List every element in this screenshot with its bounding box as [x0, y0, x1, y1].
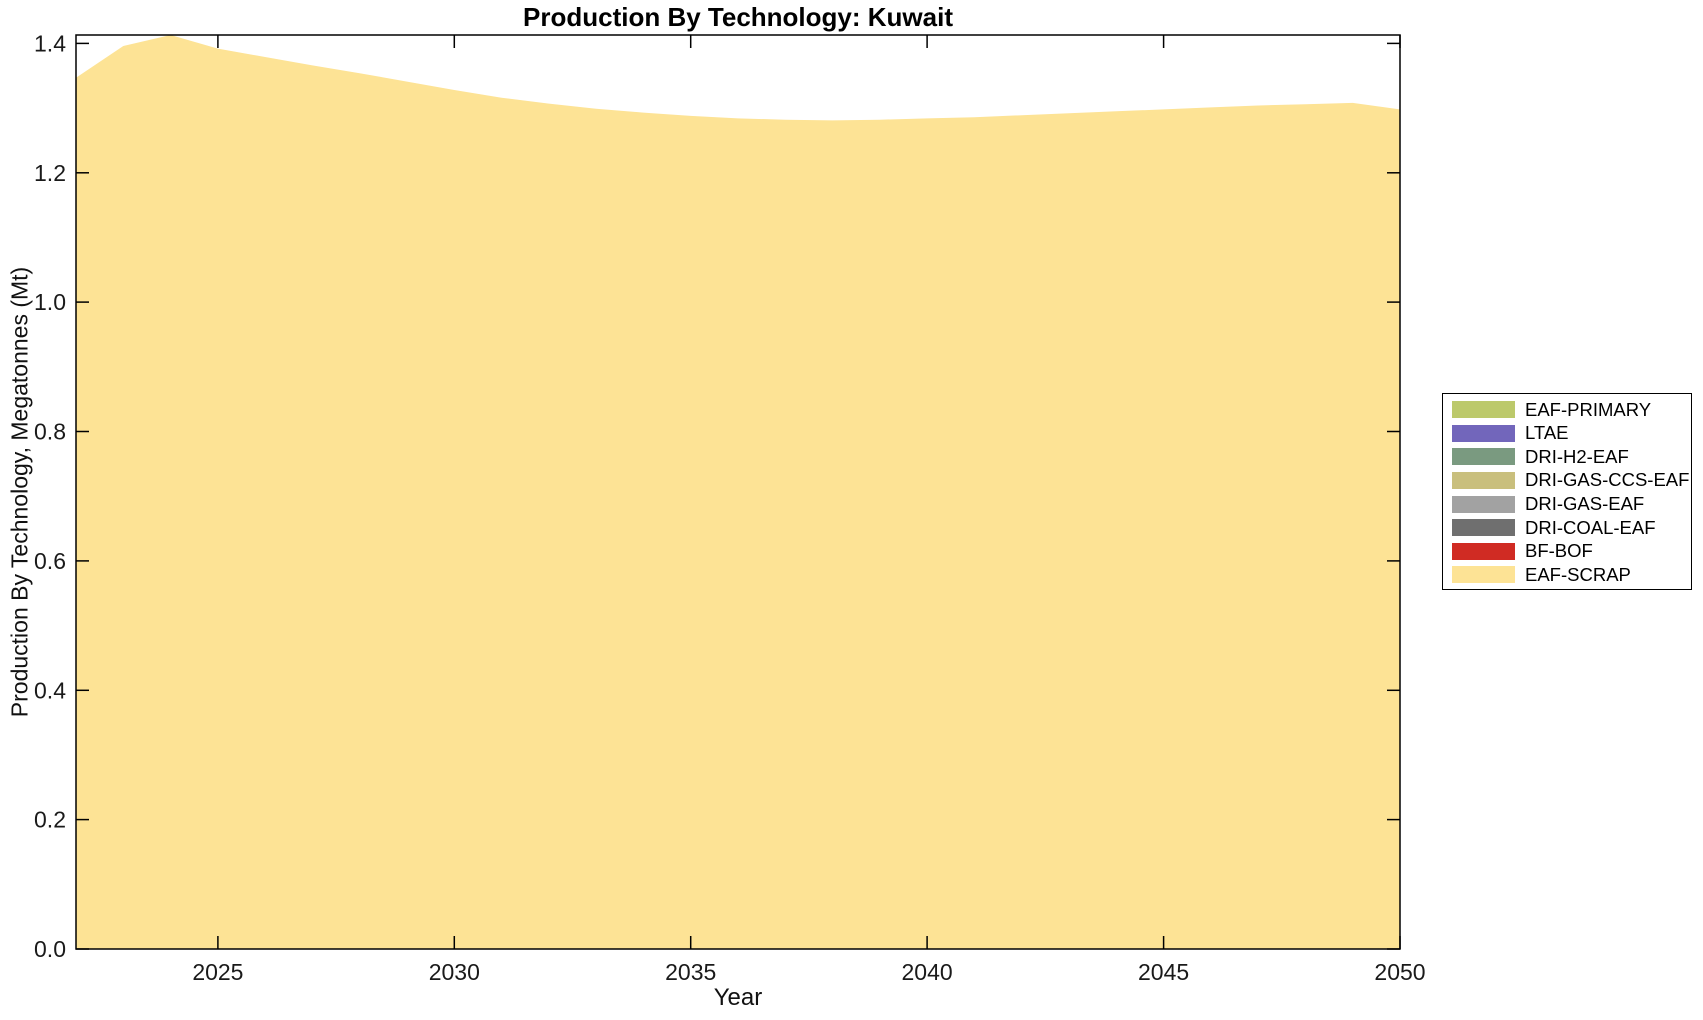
x-tick-label: 2040: [902, 959, 953, 985]
legend-label: EAF-PRIMARY: [1525, 398, 1652, 420]
legend-item-dri-coal-eaf: DRI-COAL-EAF: [1443, 516, 1691, 540]
y-tick-label: 1.4: [34, 30, 66, 56]
legend-swatch-dri-gas-eaf: [1452, 495, 1515, 513]
legend-label: DRI-GAS-CCS-EAF: [1525, 469, 1690, 491]
legend-item-dri-gas-eaf: DRI-GAS-EAF: [1443, 492, 1691, 516]
legend: EAF-PRIMARY LTAE DRI-H2-EAF DRI-GAS-CCS-EAF…: [1442, 393, 1692, 590]
legend-swatch-dri-gas-ccs-eaf: [1452, 472, 1515, 490]
legend-label: LTAE: [1525, 422, 1569, 444]
legend-swatch-dri-h2-eaf: [1452, 448, 1515, 466]
legend-swatch-eaf-primary: [1452, 401, 1515, 419]
axis-box: [75, 34, 1401, 950]
y-axis-label: Production By Technology, Megatonnes (Mt…: [6, 266, 33, 718]
x-axis-label: Year: [713, 984, 763, 1011]
x-tick-label: 2030: [429, 959, 480, 985]
y-tick-label: 0.8: [34, 419, 66, 445]
legend-item-bf-bof: BF-BOF: [1443, 540, 1691, 564]
legend-label: DRI-GAS-EAF: [1525, 492, 1645, 514]
legend-label: BF-BOF: [1525, 540, 1593, 562]
x-tick-label: 2045: [1138, 959, 1189, 985]
chart-title: Production By Technology: Kuwait: [523, 2, 953, 32]
y-tick-label: 0.6: [34, 548, 66, 574]
legend-item-ltae: LTAE: [1443, 422, 1691, 446]
x-tick-label: 2025: [192, 959, 243, 985]
legend-swatch-eaf-scrap: [1452, 566, 1515, 584]
x-tick-label: 2035: [665, 959, 716, 985]
legend-swatch-bf-bof: [1452, 542, 1515, 560]
legend-swatch-dri-coal-eaf: [1452, 519, 1515, 537]
y-tick-label: 0.2: [34, 807, 66, 833]
legend-item-eaf-primary: EAF-PRIMARY: [1443, 398, 1691, 422]
y-tick-label: 1.2: [34, 160, 66, 186]
x-tick-label: 2050: [1374, 959, 1425, 985]
legend-label: DRI-H2-EAF: [1525, 445, 1629, 467]
y-tick-label: 0.4: [34, 677, 66, 703]
y-tick-label: 0.0: [34, 936, 66, 962]
legend-label: DRI-COAL-EAF: [1525, 516, 1656, 538]
legend-swatch-ltae: [1452, 424, 1515, 442]
area-series-eaf-scrap: [76, 35, 1400, 949]
legend-label: EAF-SCRAP: [1525, 563, 1631, 585]
y-tick-label: 1.0: [34, 289, 66, 315]
legend-item-dri-gas-ccs-eaf: DRI-GAS-CCS-EAF: [1443, 469, 1691, 493]
legend-item-eaf-scrap: EAF-SCRAP: [1443, 563, 1691, 587]
legend-item-dri-h2-eaf: DRI-H2-EAF: [1443, 445, 1691, 469]
